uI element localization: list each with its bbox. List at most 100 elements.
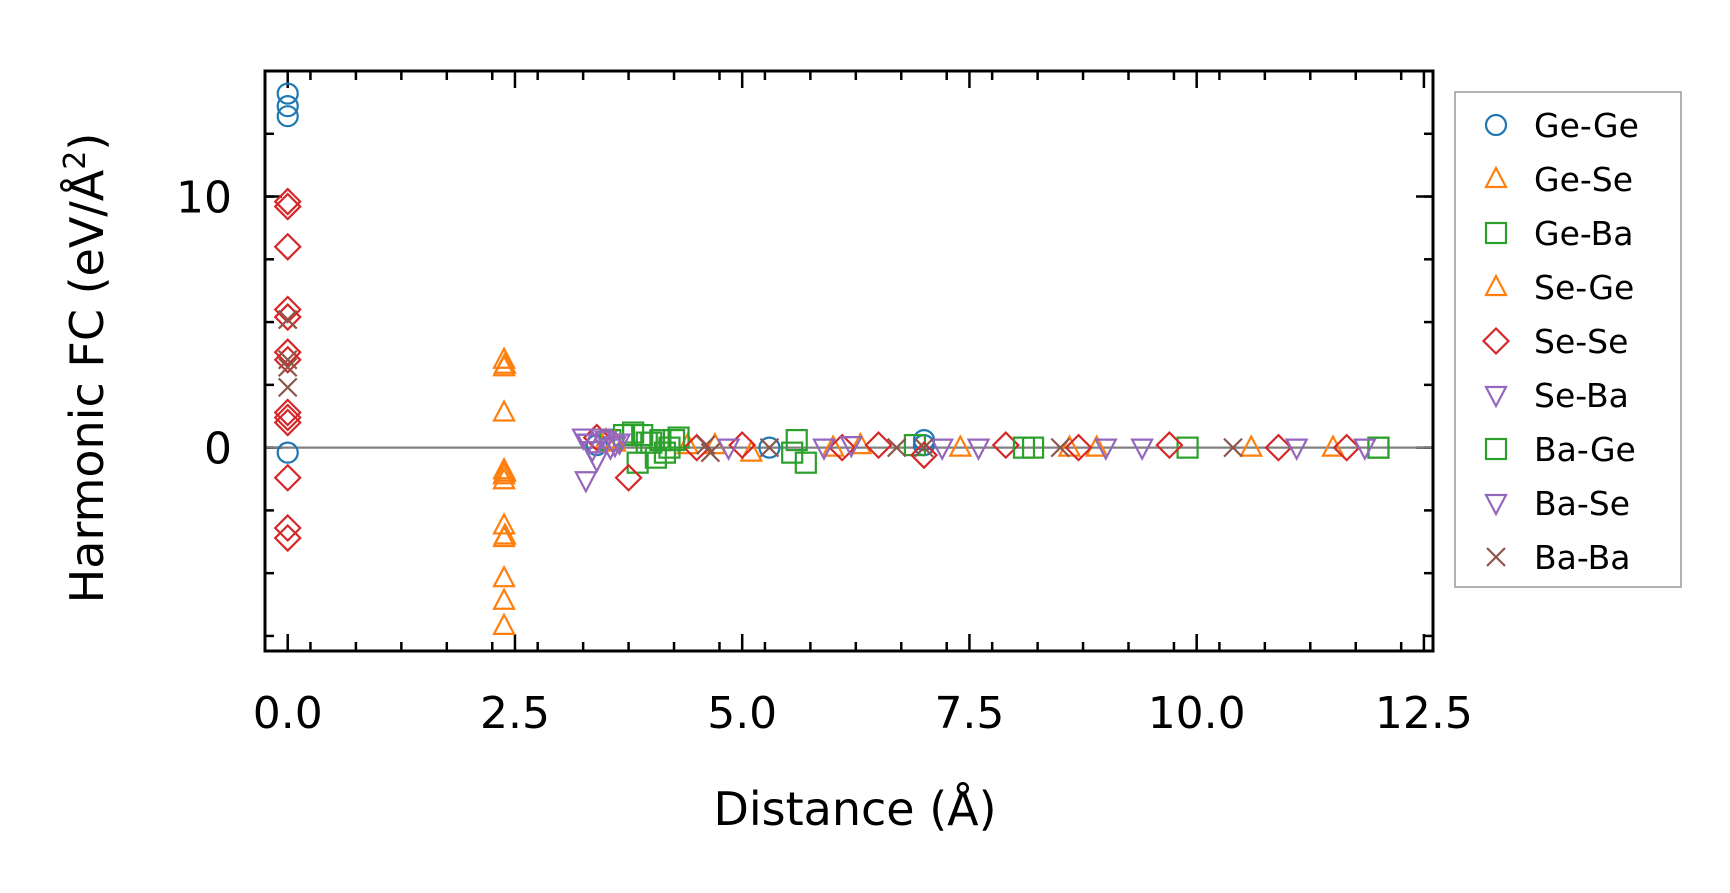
tick-labels: 0.0 2.5 5.0 7.5 10.0 12.5 0 10 xyxy=(176,173,1473,739)
legend-marker xyxy=(1486,547,1506,567)
data-point xyxy=(839,436,864,459)
data-point xyxy=(273,398,302,427)
data-point xyxy=(277,349,298,370)
data-point xyxy=(598,438,623,461)
series-se-se xyxy=(273,187,1361,553)
x-tick-label: 10.0 xyxy=(1148,688,1246,739)
data-point xyxy=(812,438,836,461)
data-point xyxy=(675,431,700,455)
data-point xyxy=(273,232,302,261)
y-axis-label: Harmonic FC (eV/Å2) xyxy=(58,133,114,604)
data-point xyxy=(492,399,516,422)
data-point xyxy=(1332,433,1361,462)
legend-marker xyxy=(1484,165,1508,189)
data-point xyxy=(571,428,595,451)
legend-marker xyxy=(1484,113,1508,137)
data-point xyxy=(781,441,804,464)
data-point xyxy=(848,431,873,455)
data-point xyxy=(277,357,298,378)
data-point xyxy=(273,403,302,432)
legend-entry-ge-se: Ge-Se xyxy=(1484,160,1633,199)
series-ba-ba xyxy=(277,309,1243,463)
data-point xyxy=(914,437,934,458)
legend-marker xyxy=(1481,326,1511,356)
data-point xyxy=(1223,437,1243,458)
x-tick-label: 2.5 xyxy=(480,688,550,739)
data-point xyxy=(1084,434,1109,457)
data-point xyxy=(603,436,627,459)
data-point xyxy=(700,442,721,463)
data-point xyxy=(493,351,517,374)
legend-label: Ba-Se xyxy=(1534,484,1630,523)
data-point xyxy=(273,345,302,374)
data-point xyxy=(584,451,609,474)
data-point xyxy=(1012,436,1036,459)
legend-entries: Ge-Ge Ge-Se Ge-Ba Se-Ge Se-Se Se-Ba Ba-Ge Ba-Se… xyxy=(1481,106,1639,577)
data-points xyxy=(273,82,1390,635)
data-point xyxy=(273,408,302,437)
plot-frame xyxy=(263,69,1435,653)
legend-entry-ba-ba: Ba-Ba xyxy=(1486,538,1630,577)
legend-label: Se-Ge xyxy=(1534,268,1634,307)
data-point xyxy=(662,428,686,452)
data-point xyxy=(273,187,302,216)
data-point xyxy=(607,433,632,456)
legend-marker xyxy=(1484,385,1508,409)
legend-label: Se-Ba xyxy=(1534,376,1629,415)
data-point xyxy=(273,338,302,367)
data-point xyxy=(864,431,893,460)
data-point xyxy=(1064,433,1093,462)
legend-entry-se-se: Se-Se xyxy=(1481,322,1628,361)
data-point xyxy=(492,512,516,535)
legend-label: Ge-Ge xyxy=(1534,106,1639,145)
data-point xyxy=(277,309,298,330)
data-point xyxy=(886,437,907,458)
data-point xyxy=(759,437,780,458)
data-point xyxy=(1050,437,1071,458)
data-point xyxy=(716,438,741,461)
series-ba-se xyxy=(575,428,1377,461)
series-ba-ge xyxy=(635,428,1390,464)
data-point xyxy=(1367,436,1390,459)
data-point xyxy=(930,438,954,461)
data-point xyxy=(492,612,516,635)
data-point xyxy=(276,441,299,464)
legend-label: Ba-Ba xyxy=(1534,538,1630,577)
legend-entry-se-ge: Se-Ge xyxy=(1484,268,1634,307)
legend-label: Ba-Ge xyxy=(1534,430,1636,469)
data-point xyxy=(276,105,299,128)
data-point xyxy=(276,82,299,105)
legend-marker xyxy=(1484,273,1508,297)
data-point xyxy=(273,463,302,492)
legend-entry-ge-ba: Ge-Ba xyxy=(1484,214,1633,253)
legend-label: Se-Se xyxy=(1534,322,1628,361)
legend-entry-se-ba: Se-Ba xyxy=(1484,376,1629,415)
legend-entry-ge-ge: Ge-Ge xyxy=(1484,106,1639,145)
legend-marker xyxy=(1484,221,1508,245)
legend-marker xyxy=(1484,437,1508,461)
data-point xyxy=(574,471,598,494)
legend: Ge-Ge Ge-Se Ge-Ba Se-Ge Se-Se Se-Ba Ba-Ge Ba-Se… xyxy=(1454,91,1682,588)
x-tick-label: 5.0 xyxy=(707,688,777,739)
data-point xyxy=(1239,434,1264,457)
data-point xyxy=(728,431,757,460)
data-point xyxy=(1130,438,1154,461)
x-tick-label: 7.5 xyxy=(934,688,1004,739)
data-point xyxy=(276,95,299,118)
data-point xyxy=(948,434,973,457)
x-tick-label: 12.5 xyxy=(1375,688,1473,739)
data-point xyxy=(667,426,690,449)
data-point xyxy=(273,192,302,221)
data-point xyxy=(1176,436,1199,459)
data-point xyxy=(273,523,302,553)
data-point xyxy=(273,303,302,332)
data-point xyxy=(575,433,600,456)
y-tick-label: 10 xyxy=(176,173,232,224)
data-point xyxy=(909,441,939,470)
data-point xyxy=(785,428,808,452)
x-tick-label: 0.0 xyxy=(253,688,323,739)
data-point xyxy=(828,433,857,462)
legend-entry-ba-se: Ba-Se xyxy=(1484,484,1630,523)
